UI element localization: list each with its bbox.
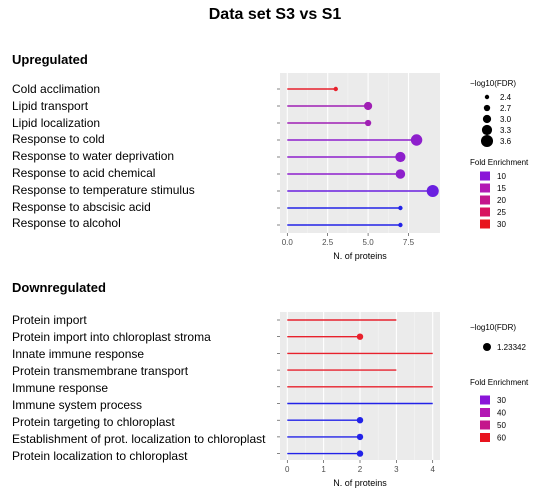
section-title-upregulated: Upregulated: [12, 52, 88, 67]
size-legend-label: 3.0: [500, 115, 512, 124]
x-tick-label: 4: [431, 465, 436, 474]
x-tick-label: 0: [285, 465, 290, 474]
color-legend-label: 20: [497, 196, 506, 205]
category-label: Response to water deprivation: [12, 149, 175, 164]
category-label: Protein localization to chloroplast: [12, 449, 188, 463]
chart-upregulated: 0.0 2.5 5.0 7.5 N. of proteins −log10(FDR) 2.4…: [277, 73, 529, 261]
category-label: Lipid transport: [12, 98, 89, 113]
size-legend-key: [484, 94, 490, 100]
color-legend-label: 25: [497, 208, 506, 217]
color-legend-swatch: [480, 183, 490, 193]
color-legend-swatch: [480, 219, 490, 229]
size-legend-label: 3.6: [500, 137, 512, 146]
category-label: Response to cold: [12, 132, 105, 147]
size-legend-key: [480, 134, 494, 148]
color-legend-label: 30: [497, 396, 506, 405]
color-legend-swatch: [480, 408, 490, 417]
size-legend-key: [483, 343, 491, 351]
color-legend-label: 60: [497, 434, 506, 443]
size-legend-key: [482, 114, 492, 124]
category-label: Establishment of prot. localization to c…: [12, 432, 266, 446]
lollipop-point: [356, 333, 364, 340]
color-legend-swatch: [480, 171, 490, 181]
lollipop-point: [364, 119, 372, 127]
lollipop-point: [363, 101, 373, 111]
lollipop-point: [410, 134, 423, 146]
category-label: Response to abscisic acid: [12, 199, 151, 214]
size-legend-label: 2.7: [500, 104, 512, 113]
plot-panel: [280, 73, 440, 233]
section-title-downregulated: Downregulated: [12, 280, 106, 295]
category-label: Response to acid chemical: [12, 166, 156, 180]
color-legend-swatch: [480, 195, 490, 205]
size-legend-label: 3.3: [500, 126, 512, 135]
category-label: Innate immune response: [12, 347, 145, 361]
category-label: Cold acclimation: [12, 82, 101, 96]
lollipop-point: [395, 169, 406, 179]
lollipop-point: [426, 184, 439, 198]
color-legend-swatch: [480, 433, 490, 442]
lollipop-point: [356, 450, 364, 457]
x-axis-label: N. of proteins: [333, 478, 387, 488]
size-legend-title: −log10(FDR): [470, 79, 516, 88]
color-legend-label: 10: [497, 172, 506, 181]
size-legend-key: [483, 104, 491, 112]
lollipop-point: [356, 433, 364, 441]
color-legend-swatch: [480, 420, 490, 430]
x-tick-label: 7.5: [403, 238, 415, 247]
category-label: Protein transmembrane transport: [12, 364, 189, 378]
lollipop-point: [395, 151, 406, 163]
color-legend-label: 30: [497, 220, 506, 229]
color-legend-label: 50: [497, 421, 506, 430]
x-tick-label: 2: [358, 465, 363, 474]
x-tick-label: 1: [321, 465, 326, 474]
x-tick-label: 2.5: [322, 238, 334, 247]
color-legend-swatch: [480, 207, 490, 217]
x-tick-label: 3: [394, 465, 399, 474]
color-legend-swatch: [480, 395, 490, 405]
x-axis-label: N. of proteins: [333, 251, 387, 261]
category-label: Immune response: [12, 381, 109, 395]
lollipop-point: [356, 417, 364, 424]
size-legend-title: −log10(FDR): [470, 323, 516, 332]
category-label: Lipid localization: [12, 115, 101, 130]
category-label: Immune system process: [12, 398, 143, 412]
category-label: Response to alcohol: [12, 216, 121, 231]
color-legend-title: Fold Enrichment: [470, 378, 529, 387]
chart-downregulated: 0 1 2 3 4 N. of proteins −log10(FDR) 1.23342 Fol…: [277, 312, 529, 488]
lollipop-point: [333, 86, 338, 92]
category-label: Protein import: [12, 313, 87, 327]
size-legend-label: 2.4: [500, 93, 512, 102]
lollipop-point: [398, 222, 403, 228]
color-legend-label: 15: [497, 184, 506, 193]
category-label: Protein targeting to chloroplast: [12, 415, 175, 429]
color-legend-title: Fold Enrichment: [470, 158, 529, 167]
x-tick-label: 5.0: [363, 238, 375, 247]
size-legend-key: [481, 124, 493, 136]
category-label: Response to temperature stimulus: [12, 182, 195, 197]
size-legend-label: 1.23342: [497, 343, 526, 352]
main-title: Data set S3 vs S1: [208, 6, 342, 23]
category-label: Protein import into chloroplast stroma: [12, 330, 211, 344]
color-legend-label: 40: [497, 409, 506, 418]
lollipop-point: [398, 205, 403, 211]
x-tick-label: 0.0: [282, 238, 294, 247]
